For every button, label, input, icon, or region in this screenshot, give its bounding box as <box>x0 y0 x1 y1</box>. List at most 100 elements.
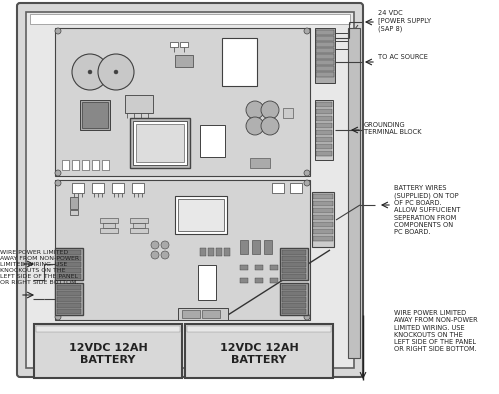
Bar <box>100 218 118 223</box>
Bar <box>316 137 332 142</box>
Bar <box>316 144 332 149</box>
Bar <box>316 42 334 47</box>
Bar <box>282 268 306 273</box>
Circle shape <box>161 251 169 259</box>
Text: WIRE POWER LIMITED
AWAY FROM NON-POWER
LIMITED WIRING. USE
KNOCKOUTS ON THE
LEFT: WIRE POWER LIMITED AWAY FROM NON-POWER L… <box>0 250 79 285</box>
Text: GROUNDING
TERMINAL BLOCK: GROUNDING TERMINAL BLOCK <box>364 122 422 135</box>
Bar <box>175 196 227 234</box>
Bar <box>57 268 81 273</box>
Bar <box>125 95 153 113</box>
Bar <box>132 183 144 193</box>
Bar <box>240 240 248 254</box>
Bar <box>178 199 224 231</box>
Bar <box>55 248 83 280</box>
Bar <box>313 222 333 227</box>
Bar <box>112 183 124 193</box>
Bar <box>216 248 222 256</box>
Bar <box>315 100 333 160</box>
Bar <box>255 265 263 270</box>
Bar <box>30 14 350 24</box>
Bar <box>92 160 99 170</box>
Bar <box>57 291 81 296</box>
Bar <box>34 324 182 378</box>
Bar <box>316 109 332 114</box>
Bar <box>240 278 248 283</box>
Circle shape <box>261 101 279 119</box>
Bar <box>282 285 306 290</box>
Bar <box>57 285 81 290</box>
Text: 12VDC 12AH
BATTERY: 12VDC 12AH BATTERY <box>69 343 147 365</box>
Circle shape <box>304 170 310 176</box>
Bar <box>282 256 306 261</box>
Bar <box>282 297 306 302</box>
Bar <box>313 208 333 213</box>
Bar <box>180 42 188 47</box>
Bar <box>270 278 278 283</box>
Bar <box>200 125 225 157</box>
Bar <box>175 55 193 67</box>
Bar <box>57 250 81 255</box>
Bar <box>316 102 332 107</box>
Bar <box>313 215 333 220</box>
Bar <box>313 201 333 206</box>
Bar <box>198 265 216 300</box>
Bar <box>280 283 308 315</box>
Bar <box>313 229 333 234</box>
Bar <box>283 108 293 118</box>
Bar <box>68 254 80 262</box>
Bar <box>250 158 270 168</box>
Bar <box>102 160 109 170</box>
Circle shape <box>72 54 108 90</box>
Circle shape <box>304 28 310 34</box>
Circle shape <box>55 180 61 186</box>
Circle shape <box>88 70 92 74</box>
Bar <box>170 42 178 47</box>
Bar <box>282 303 306 308</box>
Bar <box>103 223 115 228</box>
Bar <box>348 28 360 358</box>
Bar <box>264 240 272 254</box>
Bar <box>282 274 306 279</box>
FancyBboxPatch shape <box>17 3 363 377</box>
Text: WIRE POWER LIMITED
AWAY FROM NON-POWER
LIMITED WIRING. USE
KNOCKOUTS ON THE
LEFT: WIRE POWER LIMITED AWAY FROM NON-POWER L… <box>394 310 478 352</box>
Bar <box>82 102 108 128</box>
Circle shape <box>151 251 159 259</box>
Circle shape <box>161 241 169 249</box>
Bar <box>57 303 81 308</box>
Bar <box>315 28 335 83</box>
Bar <box>270 265 278 270</box>
Bar <box>280 248 308 280</box>
Bar <box>130 218 148 223</box>
Bar <box>316 116 332 121</box>
Bar <box>57 309 81 314</box>
Bar <box>57 297 81 302</box>
Bar <box>26 12 354 368</box>
Bar <box>130 118 190 168</box>
Bar <box>316 54 334 59</box>
Bar <box>282 291 306 296</box>
Bar <box>316 130 332 135</box>
Bar <box>182 310 200 318</box>
Circle shape <box>114 70 118 74</box>
Bar <box>282 262 306 267</box>
Bar <box>316 36 334 41</box>
Circle shape <box>98 54 134 90</box>
Bar <box>313 194 333 199</box>
Bar <box>316 72 334 77</box>
Circle shape <box>55 314 61 320</box>
Bar <box>57 262 81 267</box>
Bar <box>282 250 306 255</box>
Bar <box>240 265 248 270</box>
Bar <box>133 223 145 228</box>
Bar <box>316 30 334 35</box>
Circle shape <box>55 170 61 176</box>
Bar <box>178 308 228 320</box>
Bar <box>57 256 81 261</box>
Text: 24 VDC
[POWER SUPPLY
(SAP 8): 24 VDC [POWER SUPPLY (SAP 8) <box>378 10 431 32</box>
Bar <box>200 248 206 256</box>
Bar <box>55 180 310 320</box>
Bar <box>133 121 187 165</box>
Bar <box>92 183 104 193</box>
Bar <box>185 324 333 378</box>
Bar <box>316 48 334 53</box>
